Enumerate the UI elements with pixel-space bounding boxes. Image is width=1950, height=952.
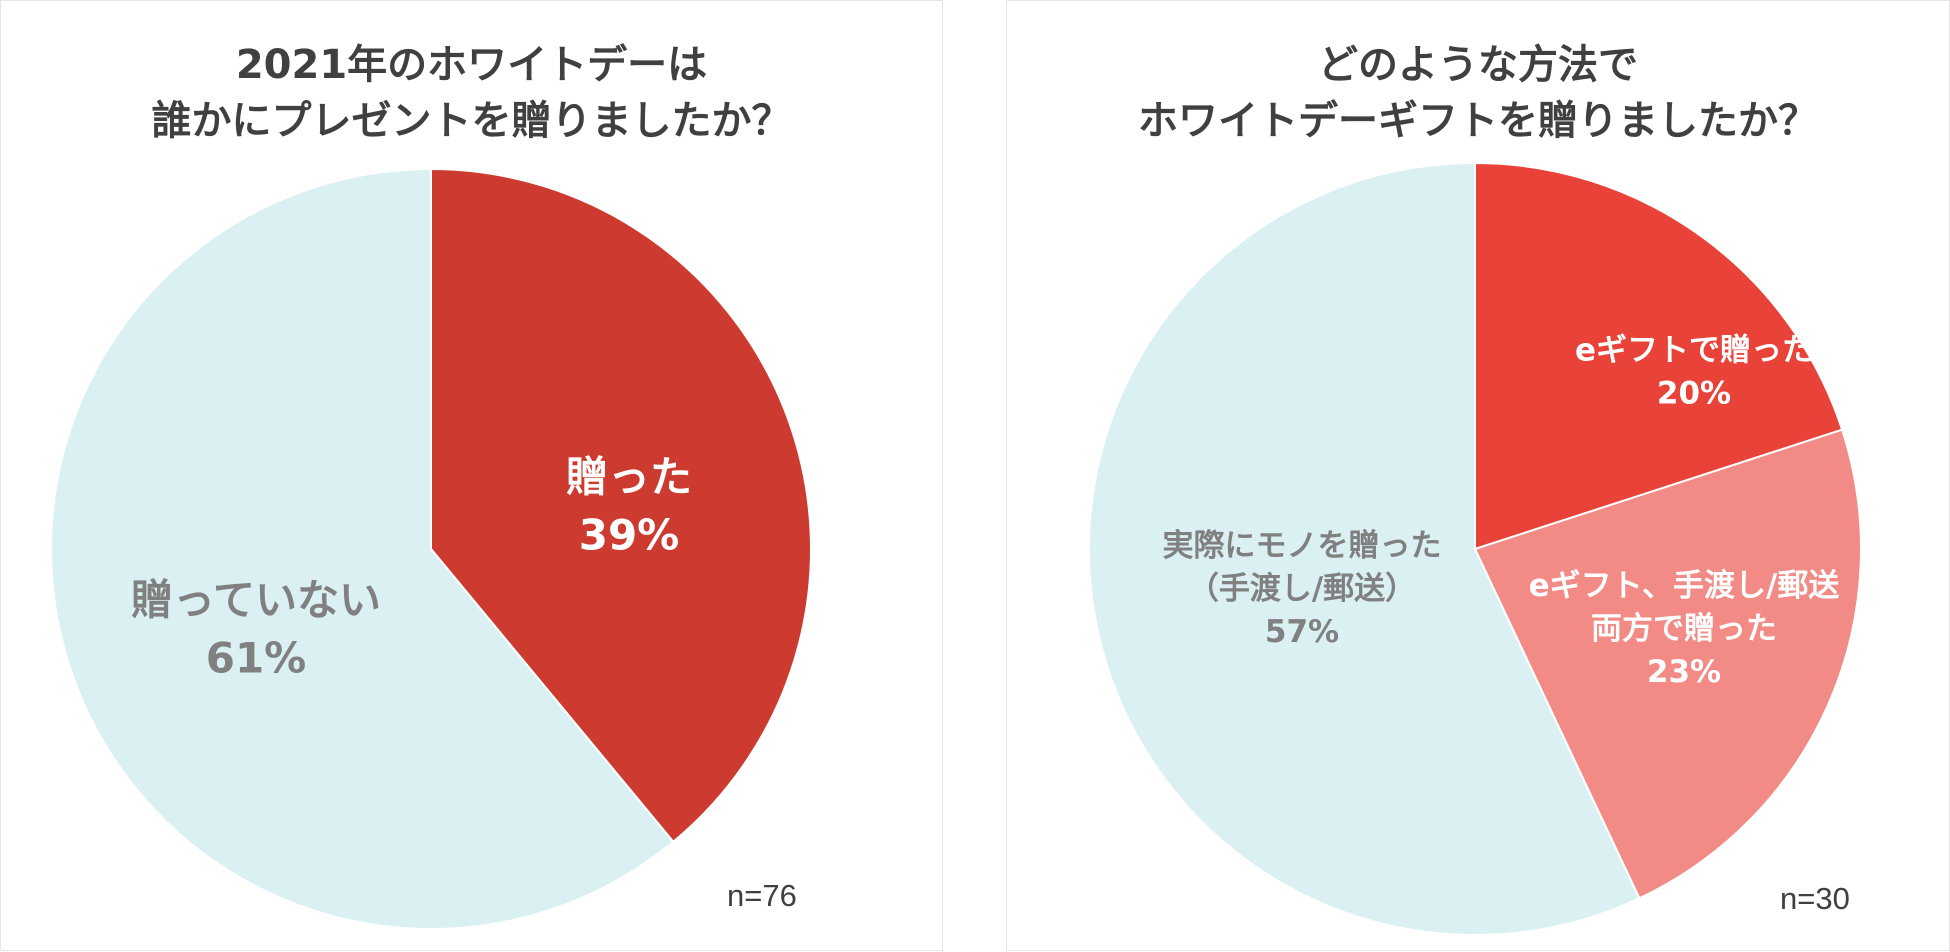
chart-title-line: 2021年のホワイトデーは <box>235 42 708 88</box>
pie-slice <box>1474 161 1844 551</box>
slice-category-label: 贈っていない <box>131 576 381 625</box>
slice-label: eギフト、手渡し/郵送両方で贈った 23% <box>1529 568 1840 690</box>
slice-value-label: 57% <box>1265 614 1339 650</box>
pie-slice <box>50 167 675 930</box>
slice-value-label: 20% <box>1657 375 1731 411</box>
pie-chart: 贈った 39% 贈っていない 61% <box>50 167 812 930</box>
pie-slice <box>1088 161 1641 936</box>
pie-slice <box>430 167 812 844</box>
slice-label: 贈った 39% <box>566 453 692 560</box>
chart-title-line: 誰かにプレゼントを贈りましたか？ <box>151 98 792 144</box>
pie-slice <box>1473 428 1862 900</box>
slice-category-label: eギフトで贈った <box>1575 332 1813 368</box>
slice-category-label: eギフト、手渡し/郵送 <box>1529 568 1840 604</box>
chart-title-line: どのような方法で <box>1318 42 1638 88</box>
chart-panel-gift-given: 2021年のホワイトデーは 誰かにプレゼントを贈りましたか？ 贈った 39% 贈って… <box>0 0 943 951</box>
chart-panel-gift-method: どのような方法で ホワイトデーギフトを贈りましたか？ eギフトで贈った 20% eギ… <box>1006 0 1950 951</box>
slice-label: 実際にモノを贈った （手渡し/郵送） 57% <box>1163 528 1442 650</box>
slice-category-label: 両方で贈った <box>1591 611 1777 647</box>
chart-title: どのような方法で ホワイトデーギフトを贈りましたか？ <box>1007 37 1949 149</box>
slice-label: 贈っていない 61% <box>131 576 381 683</box>
chart-title: 2021年のホワイトデーは 誰かにプレゼントを贈りましたか？ <box>1 37 942 149</box>
slice-value-label: 61% <box>206 634 307 683</box>
slice-value-label: 39% <box>579 511 680 560</box>
slice-category-label: 贈った <box>566 453 692 502</box>
slice-category-label: （手渡し/郵送） <box>1188 571 1416 607</box>
pie-chart: eギフトで贈った 20% eギフト、手渡し/郵送両方で贈った 23% 実際にモノを贈った… <box>1088 161 1862 936</box>
slice-label: eギフトで贈った 20% <box>1575 332 1813 411</box>
chart-title-line: ホワイトデーギフトを贈りましたか？ <box>1138 98 1818 144</box>
slice-category-label: 実際にモノを贈った <box>1163 528 1442 564</box>
sample-size-label: n=30 <box>1780 881 1850 916</box>
sample-size-label: n=76 <box>727 878 797 913</box>
slice-value-label: 23% <box>1647 654 1721 690</box>
